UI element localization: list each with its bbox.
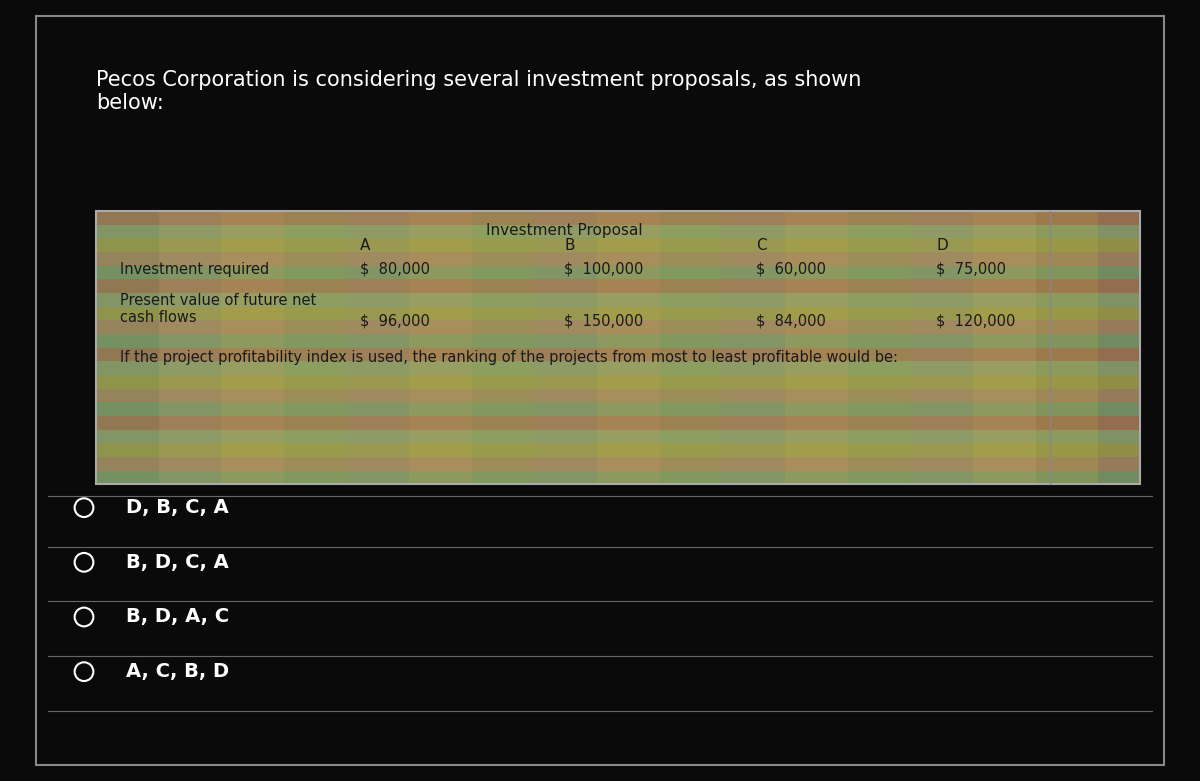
Bar (96, 211, 1140, 225)
Text: $  96,000: $ 96,000 (360, 314, 430, 329)
Bar (96, 470, 1140, 484)
Text: A: A (360, 238, 371, 253)
Text: $  80,000: $ 80,000 (360, 262, 430, 276)
Text: D: D (936, 238, 948, 253)
Bar (96, 389, 1140, 402)
Text: $  120,000: $ 120,000 (936, 314, 1015, 329)
Bar (96, 334, 1140, 348)
Text: $  60,000: $ 60,000 (756, 262, 826, 276)
Text: A, C, B, D: A, C, B, D (126, 662, 229, 681)
Bar (472, 211, 598, 484)
FancyBboxPatch shape (36, 16, 1164, 765)
Bar (96, 320, 1140, 334)
Text: B: B (564, 238, 575, 253)
Bar (96, 211, 221, 484)
Text: C: C (756, 238, 767, 253)
Bar (409, 211, 534, 484)
Bar (785, 211, 911, 484)
Text: $  84,000: $ 84,000 (756, 314, 826, 329)
Bar (96, 348, 1140, 361)
Bar (96, 375, 1140, 389)
Bar (96, 444, 1140, 457)
Bar (96, 238, 1140, 252)
Bar (598, 211, 722, 484)
Bar (722, 211, 847, 484)
Bar (96, 293, 1140, 307)
Text: Pecos Corporation is considering several investment proposals, as shown
below:: Pecos Corporation is considering several… (96, 70, 862, 113)
Bar (96, 457, 1140, 470)
Bar (96, 266, 1140, 280)
Bar (660, 211, 785, 484)
Text: B, D, A, C: B, D, A, C (126, 608, 229, 626)
Bar (534, 211, 660, 484)
Text: $  75,000: $ 75,000 (936, 262, 1006, 276)
Bar (847, 211, 973, 484)
Bar (221, 211, 347, 484)
Text: Investment Proposal: Investment Proposal (486, 223, 642, 237)
Bar (96, 430, 1140, 444)
Text: $  100,000: $ 100,000 (564, 262, 643, 276)
Bar (96, 307, 1140, 320)
Text: Present value of future net
cash flows: Present value of future net cash flows (120, 293, 317, 325)
Bar (96, 252, 1140, 266)
Bar (911, 211, 1036, 484)
Bar (96, 225, 1140, 238)
Bar (284, 211, 409, 484)
Bar (973, 211, 1098, 484)
Bar (96, 361, 1140, 375)
Text: B, D, C, A: B, D, C, A (126, 553, 229, 572)
Bar (96, 415, 1140, 430)
Bar (96, 280, 1140, 293)
Text: If the project profitability index is used, the ranking of the projects from mos: If the project profitability index is us… (120, 350, 898, 365)
Bar (347, 211, 472, 484)
Bar (158, 211, 284, 484)
Bar (96, 402, 1140, 415)
Text: $  150,000: $ 150,000 (564, 314, 643, 329)
Text: Investment required: Investment required (120, 262, 269, 276)
Text: D, B, C, A: D, B, C, A (126, 498, 229, 517)
